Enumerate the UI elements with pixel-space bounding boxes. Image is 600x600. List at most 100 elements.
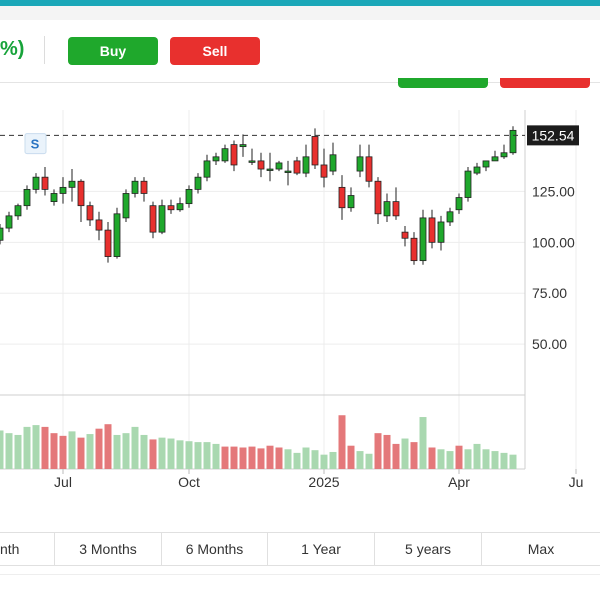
y-tick-label: 100.00 — [532, 234, 575, 250]
tab-1-year[interactable]: 1 Year — [268, 533, 375, 565]
candle-body — [257, 160, 265, 170]
volume-bar — [428, 447, 436, 469]
candle-body — [149, 205, 157, 233]
volume-bar — [194, 442, 202, 469]
x-axis: Jul Oct 2025 Apr Ju — [54, 469, 583, 490]
candle-body — [401, 231, 409, 239]
candle-body — [419, 217, 427, 262]
volume-bar — [230, 446, 238, 469]
candle-body — [32, 176, 40, 190]
volume-bar — [68, 431, 76, 469]
candle-body — [329, 154, 337, 172]
candle-body — [50, 193, 58, 203]
volume-bar — [446, 451, 454, 469]
tab-5-years[interactable]: 5 years — [375, 533, 482, 565]
candle-body — [482, 160, 490, 168]
volume-bar — [158, 437, 166, 469]
price-change-percent: %) — [0, 38, 25, 60]
volume-bar — [293, 452, 301, 469]
candle-body — [5, 215, 13, 229]
candle-body — [230, 144, 238, 166]
buy-button-shadow — [398, 78, 488, 88]
candle-body — [293, 160, 301, 174]
footer-divider — [0, 574, 600, 575]
candle-body — [113, 213, 121, 257]
candle-body — [176, 203, 184, 211]
candle-body — [0, 227, 4, 241]
buy-button[interactable]: Buy — [68, 37, 158, 65]
tab-max[interactable]: Max — [527, 541, 555, 557]
x-tick-label: Ju — [569, 474, 584, 490]
candle-body — [275, 162, 283, 170]
candle-body — [500, 152, 508, 158]
candle-body — [212, 156, 220, 162]
candle-body — [248, 160, 256, 163]
volume-bar — [491, 451, 499, 469]
volume-bar — [401, 438, 409, 469]
candle-body — [77, 180, 85, 207]
volume-bar — [41, 426, 49, 469]
top-toolbar-strip — [0, 6, 600, 21]
candle-body — [320, 164, 328, 178]
y-tick-label: 75.00 — [532, 285, 567, 301]
volume-bar — [122, 433, 130, 469]
candle-body — [167, 205, 175, 211]
candle-body — [185, 188, 193, 205]
tab-6-months[interactable]: 6 Months — [162, 533, 268, 565]
x-tick-label: Apr — [448, 474, 470, 490]
candle-body — [374, 180, 382, 215]
candle-body — [140, 180, 148, 194]
volume-bar — [329, 451, 337, 469]
y-tick-label: 125.00 — [532, 183, 575, 199]
sell-button[interactable]: Sell — [170, 37, 260, 65]
volume-bar — [464, 449, 472, 469]
volume-bars — [0, 415, 517, 469]
volume-bar — [275, 447, 283, 469]
volume-bar — [437, 449, 445, 469]
y-axis: 125.00 100.00 75.00 50.00 — [532, 183, 575, 352]
volume-bar — [248, 446, 256, 469]
volume-bar — [320, 454, 328, 469]
sell-button-shadow — [500, 78, 590, 88]
tab-1-month[interactable]: nth — [0, 533, 55, 565]
candle-body — [41, 176, 49, 190]
volume-bar — [203, 442, 211, 469]
volume-bar — [356, 451, 364, 469]
volume-bar — [50, 433, 58, 469]
volume-bar — [410, 442, 418, 469]
candle-body — [104, 229, 112, 257]
volume-bar — [266, 445, 274, 469]
volume-bar — [365, 453, 373, 469]
tab-3-months[interactable]: 3 Months — [55, 533, 162, 565]
candle-body — [410, 237, 418, 262]
volume-bar — [14, 434, 22, 469]
candle-body — [194, 176, 202, 190]
x-tick-label: Jul — [54, 474, 72, 490]
candle-body — [446, 211, 454, 223]
candle-body — [59, 186, 67, 194]
volume-bar — [257, 448, 265, 469]
candle-body — [392, 201, 400, 217]
volume-bar — [302, 447, 310, 469]
header-divider — [44, 36, 45, 64]
volume-bar — [383, 434, 391, 469]
y-tick-label: 50.00 — [532, 336, 567, 352]
volume-bar — [212, 443, 220, 469]
candle-body — [284, 170, 292, 173]
candle-body — [14, 205, 22, 217]
volume-bar — [419, 417, 427, 469]
volume-bar — [455, 445, 463, 469]
volume-bar — [32, 425, 40, 469]
volume-bar — [149, 439, 157, 469]
candle-body — [131, 180, 139, 194]
volume-bar — [347, 445, 355, 469]
candle-body — [302, 156, 310, 174]
volume-bar — [59, 435, 67, 469]
volume-bar — [5, 433, 13, 469]
volume-bar — [185, 441, 193, 469]
last-price-label: 152.54 — [532, 127, 575, 143]
candle-body — [383, 201, 391, 217]
candlestick-chart[interactable]: 125.00 100.00 75.00 50.00 Jul Oct 2025 Apr Ju 1… — [0, 90, 600, 500]
candle-body — [473, 166, 481, 174]
volume-bar — [113, 434, 121, 469]
